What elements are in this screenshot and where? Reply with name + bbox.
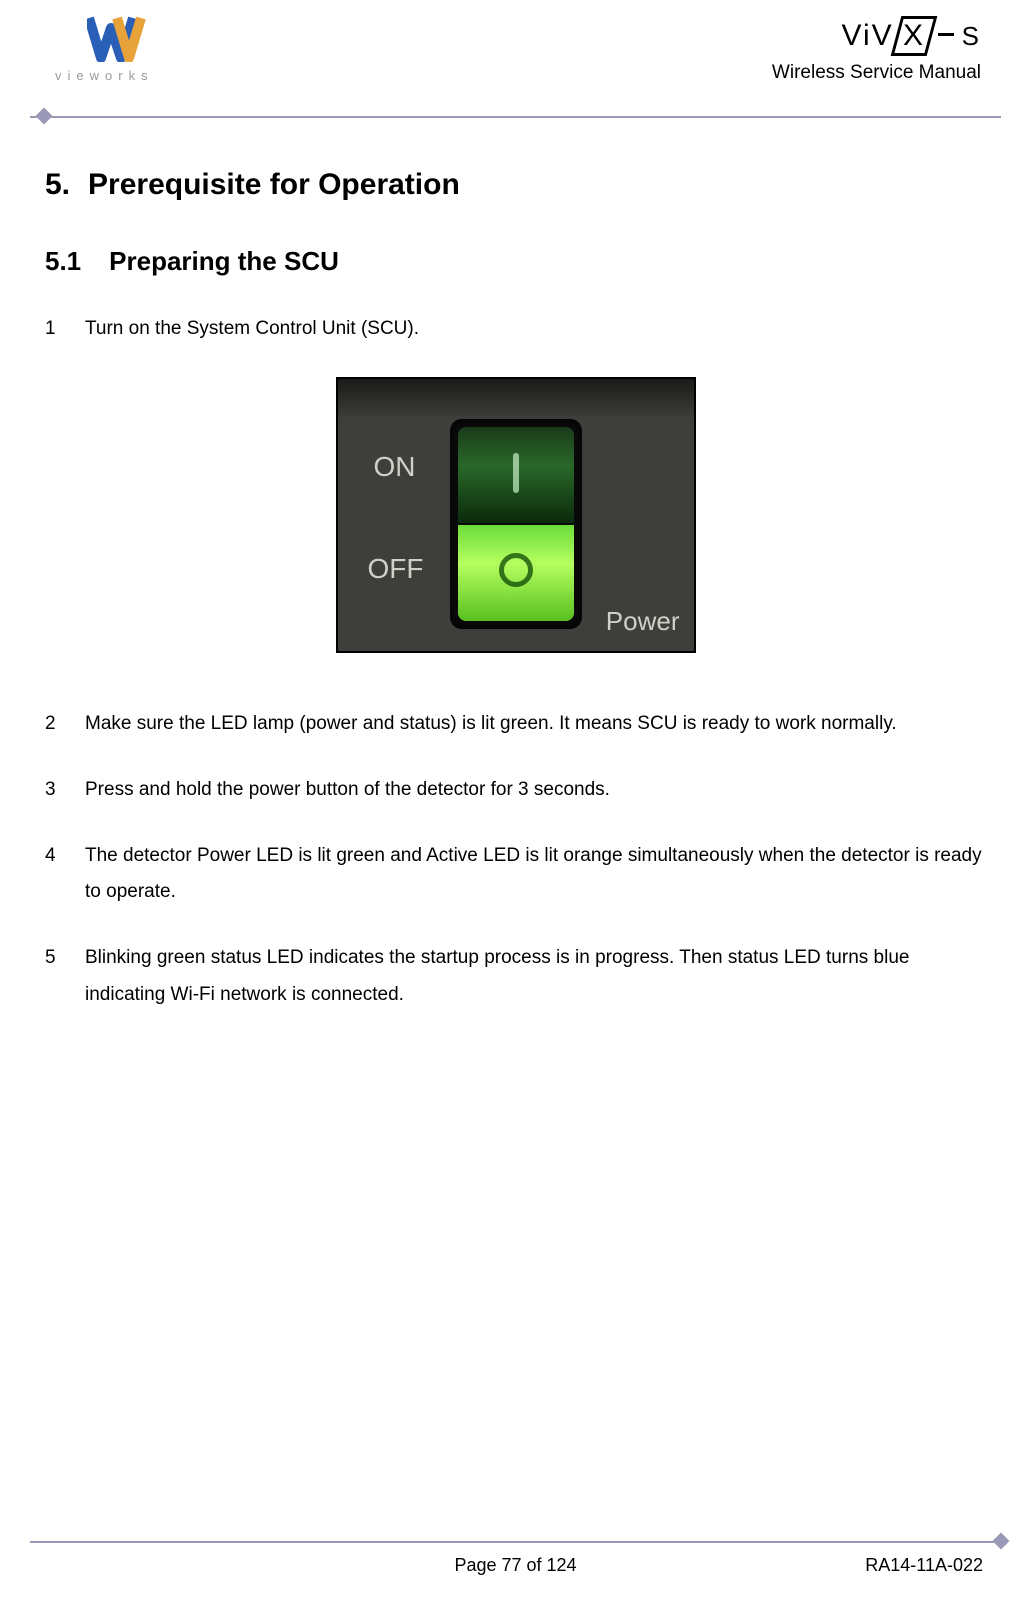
step-number: 4 <box>45 838 85 910</box>
subsection-heading: 5.1 Preparing the SCU <box>45 246 986 277</box>
step-item: 5 Blinking green status LED indicates th… <box>45 940 986 1012</box>
step-text: Make sure the LED lamp (power and status… <box>85 706 986 742</box>
photo-shadow <box>338 379 694 419</box>
rocker-on-half <box>458 525 574 621</box>
switch-power-label: Power <box>606 606 680 637</box>
step-text: Press and hold the power button of the d… <box>85 772 986 808</box>
step-text: Turn on the System Control Unit (SCU). <box>85 311 986 347</box>
vivix-part-2: V <box>872 19 894 52</box>
subsection-title: Preparing the SCU <box>109 246 339 276</box>
vieworks-w-icon <box>87 14 147 62</box>
footer-inner: Page 77 of 124 RA14-11A-022 <box>30 1555 1001 1581</box>
vivix-part-0: V <box>841 19 862 52</box>
rocker-off-half <box>458 427 574 523</box>
product-header-right: ViVXS Wireless Service Manual <box>772 16 981 84</box>
step-number: 5 <box>45 940 85 1012</box>
vivix-part-1: i <box>863 19 872 52</box>
vivix-boxed-glyph: X <box>890 16 937 56</box>
step-item: 1 Turn on the System Control Unit (SCU). <box>45 311 986 347</box>
step-item: 2 Make sure the LED lamp (power and stat… <box>45 706 986 742</box>
switch-on-label: ON <box>374 451 416 483</box>
steps-list: 1 Turn on the System Control Unit (SCU). <box>45 311 986 347</box>
vieworks-logo: vieworks <box>55 14 165 86</box>
steps-list-cont: 2 Make sure the LED lamp (power and stat… <box>45 706 986 1013</box>
footer-diamond-icon <box>993 1533 1010 1550</box>
step-item: 3 Press and hold the power button of the… <box>45 772 986 808</box>
page-footer: Page 77 of 124 RA14-11A-022 <box>30 1541 1001 1581</box>
page-number: Page 77 of 124 <box>454 1555 576 1576</box>
page: vieworks ViVXS Wireless Service Manual 5… <box>0 0 1031 1607</box>
vivix-dash-icon <box>938 33 954 36</box>
step-number: 2 <box>45 706 85 742</box>
rocker-on-mark-icon <box>513 453 519 493</box>
step-text: The detector Power LED is lit green and … <box>85 838 986 910</box>
subsection-number: 5.1 <box>45 246 81 276</box>
page-header: vieworks ViVXS Wireless Service Manual <box>30 0 1001 118</box>
section-title: Prerequisite for Operation <box>88 168 460 201</box>
document-id: RA14-11A-022 <box>865 1555 983 1576</box>
vivix-suffix: S <box>962 21 981 51</box>
step-text: Blinking green status LED indicates the … <box>85 940 986 1012</box>
power-switch-photo: ON OFF Power <box>336 377 696 653</box>
rocker-off-mark-icon <box>499 553 533 587</box>
rocker-switch-icon <box>450 419 582 629</box>
manual-title: Wireless Service Manual <box>772 62 981 84</box>
step-item: 4 The detector Power LED is lit green an… <box>45 838 986 910</box>
section-heading: 5. Prerequisite for Operation <box>45 168 986 202</box>
vieworks-wordmark: vieworks <box>55 68 165 83</box>
step-number: 1 <box>45 311 85 347</box>
figure-power-switch: ON OFF Power <box>45 377 986 658</box>
vivix-part-3: X <box>903 19 925 53</box>
page-content: 5. Prerequisite for Operation 5.1 Preparin… <box>30 118 1001 1013</box>
step-number: 3 <box>45 772 85 808</box>
header-inner: vieworks ViVXS Wireless Service Manual <box>30 0 1001 116</box>
switch-off-label: OFF <box>368 553 424 585</box>
section-number: 5. <box>45 168 70 201</box>
vivix-s-logo: ViVXS <box>841 16 981 56</box>
